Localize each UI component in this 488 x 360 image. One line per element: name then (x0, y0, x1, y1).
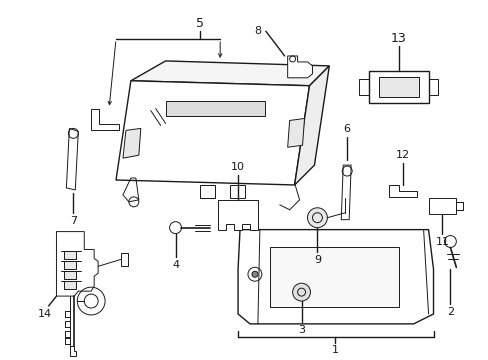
Circle shape (251, 271, 257, 277)
Polygon shape (56, 231, 98, 296)
Text: 3: 3 (298, 325, 305, 335)
Polygon shape (368, 71, 427, 103)
Polygon shape (287, 118, 304, 147)
Circle shape (292, 283, 310, 301)
Circle shape (307, 208, 326, 228)
Text: 4: 4 (172, 260, 179, 270)
Text: 6: 6 (343, 125, 350, 134)
Polygon shape (218, 200, 257, 230)
Text: 8: 8 (254, 26, 261, 36)
Bar (165, 100, 264, 116)
Bar (64, 281, 76, 289)
Polygon shape (131, 61, 328, 86)
Bar (64, 261, 76, 269)
Polygon shape (294, 66, 328, 185)
Text: 10: 10 (230, 162, 244, 172)
Text: 14: 14 (38, 309, 52, 319)
Bar (269, 247, 398, 307)
Text: 12: 12 (395, 150, 409, 160)
Text: 7: 7 (70, 216, 77, 226)
Polygon shape (122, 129, 141, 158)
Polygon shape (287, 56, 312, 78)
Polygon shape (238, 230, 433, 324)
Text: 11: 11 (435, 237, 448, 247)
Text: 1: 1 (331, 345, 338, 355)
Bar (427, 198, 455, 214)
Text: 2: 2 (446, 307, 453, 317)
Text: 13: 13 (390, 32, 406, 45)
Bar (64, 251, 76, 260)
Bar (378, 77, 418, 96)
Text: 5: 5 (196, 17, 204, 30)
Polygon shape (116, 81, 309, 185)
Polygon shape (91, 109, 119, 130)
Text: 9: 9 (313, 255, 320, 265)
Bar (64, 271, 76, 279)
